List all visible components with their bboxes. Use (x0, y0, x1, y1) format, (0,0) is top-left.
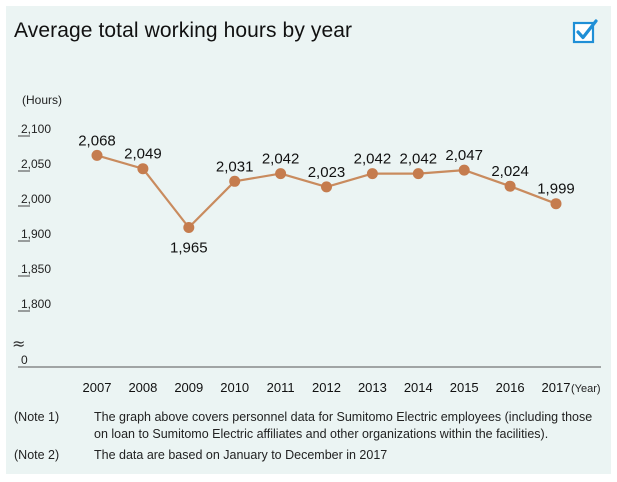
data-point (321, 181, 332, 193)
x-tick-label: 2011 (267, 380, 295, 395)
x-axis-label: (Year) (571, 383, 601, 395)
data-label: 1,965 (170, 240, 208, 257)
y-axis-label: (Hours) (22, 93, 62, 107)
axis-break-symbol: ≈ (12, 334, 25, 353)
data-point (183, 222, 195, 233)
data-label: 2,023 (308, 164, 346, 181)
y-tick-label: 1,800 (21, 297, 51, 311)
data-label: 1,999 (537, 181, 575, 198)
data-label: 2,024 (491, 163, 529, 180)
data-point (412, 168, 424, 180)
x-tick-label: 2013 (358, 380, 387, 395)
y-tick-label: 1,850 (21, 262, 51, 276)
checkbox-checked-icon[interactable] (572, 18, 600, 46)
y-tick-label: 2,100 (21, 122, 51, 136)
data-label: 2,068 (78, 132, 116, 149)
x-tick-label: 2012 (312, 380, 341, 395)
data-label: 2,031 (216, 158, 254, 175)
note-2-label: (Note 2) (14, 448, 60, 462)
x-tick-label: 2009 (174, 380, 203, 395)
data-point (137, 163, 149, 175)
y-tick-label: 0 (21, 353, 28, 367)
x-tick-label: 2017 (542, 380, 571, 395)
note-1: (Note 1) The graph above covers personne… (14, 409, 604, 443)
chart-title: Average total working hours by year (14, 19, 353, 42)
data-point (504, 180, 516, 192)
data-point (366, 168, 378, 180)
y-tick-label: 2,050 (21, 157, 51, 171)
data-point (550, 198, 562, 210)
data-label: 2,042 (262, 151, 300, 168)
line-chart: (Hours) 2,100 2,050 2,000 1,900 1,850 1,800 0≈2… (12, 93, 601, 395)
x-tick-label: 2010 (220, 380, 249, 395)
note-2: (Note 2) The data are based on January t… (14, 447, 604, 464)
x-tick-label: 2007 (83, 380, 112, 395)
data-label: 2,049 (124, 146, 162, 163)
note-1-label: (Note 1) (14, 410, 60, 424)
data-point (229, 175, 241, 187)
data-point (91, 149, 103, 161)
x-tick-label: 2008 (128, 380, 157, 395)
note-1-text: The graph above covers personnel data fo… (94, 410, 593, 441)
y-tick-label: 2,000 (21, 192, 51, 206)
notes: (Note 1) The graph above covers personne… (14, 409, 604, 468)
x-tick-label: 2014 (404, 380, 433, 395)
x-tick-label: 2016 (496, 380, 525, 395)
y-tick-label: 1,900 (21, 227, 51, 241)
data-label: 2,042 (354, 151, 392, 168)
note-2-text: The data are based on January to Decembe… (94, 448, 388, 462)
data-label: 2,042 (400, 151, 438, 168)
data-point (275, 168, 287, 180)
data-point (458, 164, 470, 176)
chart-panel (6, 6, 611, 474)
x-tick-label: 2015 (450, 380, 479, 395)
data-label: 2,047 (445, 147, 483, 164)
